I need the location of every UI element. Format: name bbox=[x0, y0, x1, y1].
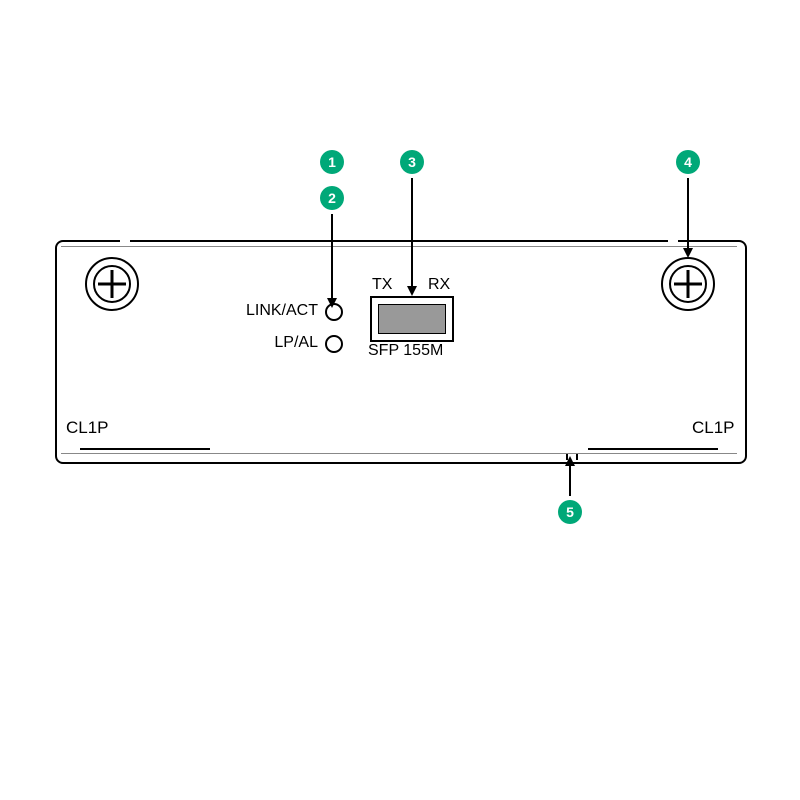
arrow-4-line bbox=[687, 178, 689, 250]
arrow-5-head bbox=[565, 456, 575, 466]
arrow-5-line bbox=[569, 464, 571, 496]
panel-inner-top bbox=[61, 246, 737, 247]
led-lpal-label: LP/AL bbox=[238, 334, 318, 352]
arrow-4-head bbox=[683, 248, 693, 258]
callout-1: 1 bbox=[320, 150, 344, 174]
callout-5: 5 bbox=[558, 500, 582, 524]
sfp-port-inner bbox=[378, 304, 446, 334]
led-lpal bbox=[325, 335, 343, 353]
arrow-1-head bbox=[327, 298, 337, 308]
bottom-slot-left bbox=[80, 448, 210, 450]
callout-3: 3 bbox=[400, 150, 424, 174]
top-slot-left-gap bbox=[120, 238, 130, 244]
led-linkact-label: LINK/ACT bbox=[238, 302, 318, 320]
callout-2: 2 bbox=[320, 186, 344, 210]
arrow-3-head bbox=[407, 286, 417, 296]
panel-label-right: CL1P bbox=[692, 418, 735, 438]
arrow-1-line bbox=[331, 214, 333, 300]
top-slot-right-gap bbox=[668, 238, 678, 244]
callout-4: 4 bbox=[676, 150, 700, 174]
panel-label-left: CL1P bbox=[66, 418, 109, 438]
sfp-tx-label: TX bbox=[372, 276, 392, 294]
sfp-port bbox=[370, 296, 454, 342]
sfp-bottom-label: SFP 155M bbox=[368, 342, 443, 360]
panel-inner-bottom bbox=[61, 453, 737, 454]
screw-right bbox=[661, 257, 715, 311]
sfp-rx-label: RX bbox=[428, 276, 450, 294]
screw-left bbox=[85, 257, 139, 311]
bottom-slot-right bbox=[588, 448, 718, 450]
arrow-3-line bbox=[411, 178, 413, 288]
